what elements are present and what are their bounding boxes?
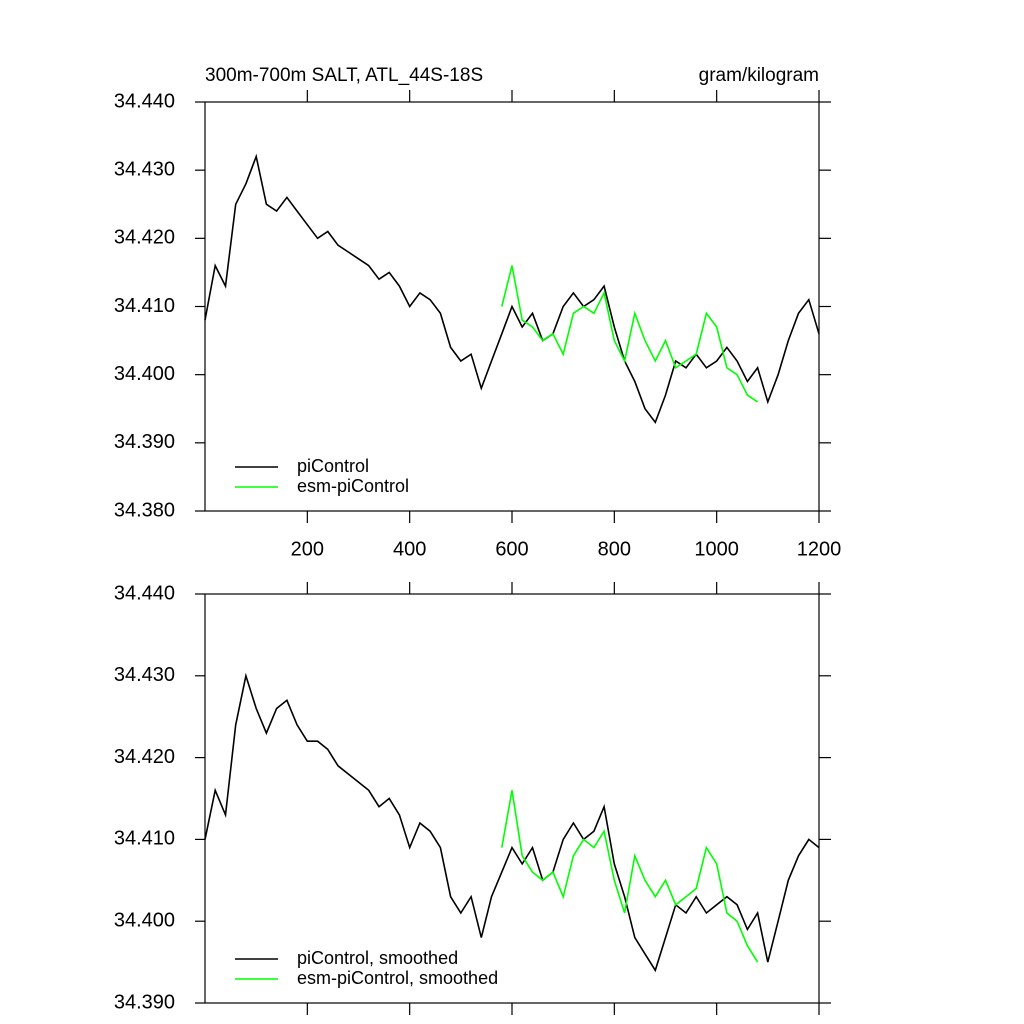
y-tick-label: 34.380 [114,499,175,521]
legend-label: esm-piControl [297,476,409,496]
x-tick-label: 800 [598,538,631,560]
y-tick-label: 34.420 [114,746,175,768]
y-tick-label: 34.430 [114,664,175,686]
series-line [501,265,759,403]
y-tick-label: 34.420 [114,227,175,249]
x-tick-label: 1200 [797,538,842,560]
x-tick-label: 600 [495,538,528,560]
series-line [501,790,759,963]
y-tick-label: 34.390 [114,991,175,1013]
chart-title: 300m-700m SALT, ATL_44S-18S [205,65,483,86]
plot-frame [204,593,820,1004]
legend-label: piControl, smoothed [297,948,458,968]
units: gram/kilogram [699,65,819,86]
legend-label: esm-piControl, smoothed [297,968,498,988]
y-tick-label: 34.400 [114,363,175,385]
plot-frame [204,101,820,512]
series-line [204,153,820,425]
x-tick-label: 400 [393,538,426,560]
x-tick-label: 1000 [694,538,739,560]
y-tick-label: 34.430 [114,158,175,180]
y-tick-label: 34.410 [114,295,175,317]
y-tick-label: 34.410 [114,828,175,850]
y-tick-label: 34.440 [114,582,175,604]
y-tick-label: 34.390 [114,431,175,453]
y-tick-label: 34.440 [114,90,175,112]
x-tick-label: 200 [291,538,324,560]
y-tick-label: 34.400 [114,909,175,931]
series-line [204,672,820,973]
legend-label: piControl [297,456,369,476]
